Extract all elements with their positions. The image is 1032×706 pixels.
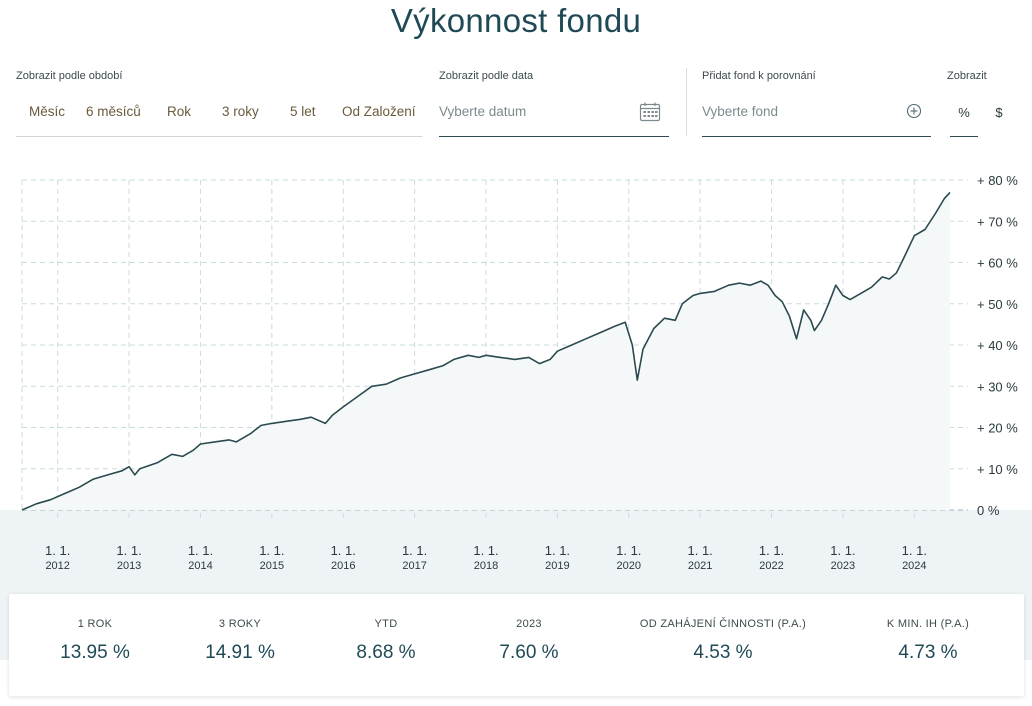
x-tick-year-label: 2021 [688,560,712,572]
y-tick-label: + 40 % [977,338,1018,353]
x-tick-year-label: 2022 [759,560,783,572]
period-since-inception-button[interactable]: Od Založení [342,104,416,119]
filter-divider [686,68,687,136]
date-filter-label: Zobrazit podle data [439,70,534,82]
x-axis-labels: 1. 1. 2012 1. 1. 2013 1. 1. 2014 1. 1. 2015 1. 1… [45,543,927,572]
stat-label: 3 ROKY [218,618,262,630]
period-year-button[interactable]: Rok [167,104,192,119]
stats-card: 1 ROK 13.95 % 3 ROKY 14.91 % YTD 8.68 % … [9,594,1024,696]
x-tick-label: 1. 1. [116,543,141,558]
period-3-years-button[interactable]: 3 roky [222,104,259,119]
date-input-placeholder: Vyberte datum [439,104,527,119]
x-tick-label: 1. 1. [830,543,855,558]
stat-value: 4.53 % [693,642,753,663]
performance-chart: 0 % + 10 % + 20 % + 30 % + 40 % + 50 % + 60 % +… [21,173,1018,572]
stat-value: 7.60 % [499,642,559,663]
y-tick-label: + 10 % [977,462,1018,477]
x-tick-year-label: 2023 [831,560,855,572]
x-tick-label: 1. 1. [45,543,70,558]
y-tick-label: + 50 % [977,297,1018,312]
x-tick-year-label: 2017 [402,560,426,572]
stat-label: 1 ROK [77,618,113,630]
y-axis-labels: 0 % + 10 % + 20 % + 30 % + 40 % + 50 % + 60 % +… [977,173,1018,518]
plus-circle-icon[interactable] [906,103,922,124]
y-tick-label: + 30 % [977,379,1018,394]
stat-value: 8.68 % [356,642,416,663]
x-tick-year-label: 2019 [545,560,569,572]
x-tick-label: 1. 1. [331,543,356,558]
performance-area [22,192,950,510]
x-tick-year-label: 2016 [331,560,355,572]
x-tick-year-label: 2020 [617,560,641,572]
stat-label: K MIN. IH (P.A.) [886,618,970,630]
x-tick-year-label: 2018 [474,560,498,572]
stat-value: 4.73 % [898,642,958,663]
compare-fund-label: Přidat fond k porovnání [702,70,816,82]
x-tick-label: 1. 1. [473,543,498,558]
x-tick-year-label: 2015 [260,560,284,572]
period-6-months-button[interactable]: 6 měsíců [86,104,141,119]
unit-percent-button[interactable]: % [950,100,978,137]
x-tick-label: 1. 1. [759,543,784,558]
x-tick-label: 1. 1. [259,543,284,558]
y-tick-label: + 60 % [977,256,1018,271]
x-tick-year-label: 2024 [902,560,926,572]
stat-label: YTD [374,618,398,630]
stat-label: OD ZAHÁJENÍ ČINNOSTI (P.A.) [639,618,807,630]
x-tick-label: 1. 1. [188,543,213,558]
compare-fund-placeholder: Vyberte fond [702,104,779,119]
x-tick-label: 1. 1. [902,543,927,558]
y-tick-label: + 70 % [977,214,1018,229]
x-tick-label: 1. 1. [688,543,713,558]
y-tick-label: + 80 % [977,173,1018,188]
x-tick-label: 1. 1. [402,543,427,558]
x-tick-year-label: 2012 [45,560,69,572]
date-input[interactable]: Vyberte datum [439,100,669,137]
period-5-years-button[interactable]: 5 let [290,104,316,119]
y-tick-label: + 20 % [977,421,1018,436]
stat-value: 14.91 % [205,642,275,663]
units-label: Zobrazit [947,70,987,82]
x-tick-label: 1. 1. [545,543,570,558]
x-tick-year-label: 2014 [188,560,212,572]
calendar-icon[interactable] [639,101,661,128]
period-selector: Měsíc 6 měsíců Rok 3 roky 5 let Od Založ… [16,100,422,137]
stat-label: 2023 [516,618,542,630]
compare-fund-select[interactable]: Vyberte fond [702,100,931,137]
x-tick-year-label: 2013 [117,560,141,572]
x-tick-label: 1. 1. [616,543,641,558]
unit-dollar-button[interactable]: $ [995,105,1003,120]
period-filter-label: Zobrazit podle období [16,70,123,82]
performance-line [21,191,951,511]
page-title: Výkonnost fondu [390,2,642,39]
y-tick-label: 0 % [977,503,1000,518]
period-month-button[interactable]: Měsíc [29,104,66,119]
stat-value: 13.95 % [60,642,130,663]
